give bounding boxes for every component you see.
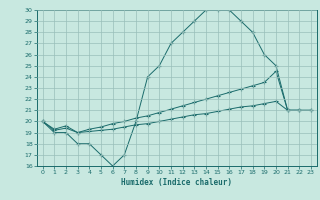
- X-axis label: Humidex (Indice chaleur): Humidex (Indice chaleur): [121, 178, 232, 187]
